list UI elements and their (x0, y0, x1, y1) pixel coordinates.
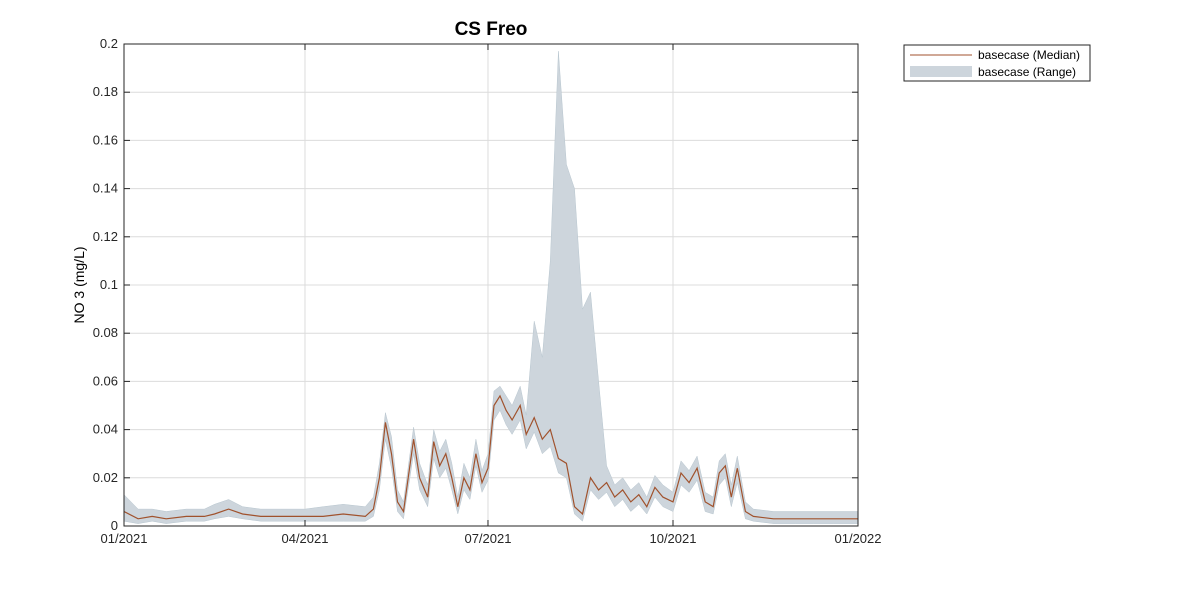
x-tick-label: 07/2021 (464, 531, 511, 546)
y-tick-label: 0.16 (93, 132, 118, 147)
y-tick-label: 0.02 (93, 470, 118, 485)
y-tick-label: 0.2 (100, 36, 118, 51)
x-tick-labels: 01/2021 04/2021 07/2021 10/2021 01/2022 (101, 531, 882, 546)
x-tick-label: 10/2021 (649, 531, 696, 546)
median-series-line (123, 394, 858, 520)
axis-ticks (123, 43, 859, 527)
y-tick-label: 0.04 (93, 422, 118, 437)
legend-range-swatch (910, 66, 972, 77)
y-tick-label: 0.06 (93, 373, 118, 388)
x-tick-label: 01/2021 (101, 531, 148, 546)
legend-range-label: basecase (Range) (978, 65, 1076, 79)
y-tick-label: 0.08 (93, 325, 118, 340)
legend-median-label: basecase (Median) (978, 48, 1080, 62)
median-line (123, 394, 858, 520)
y-tick-label: 0.14 (93, 181, 118, 196)
y-tick-label: 0 (111, 518, 118, 533)
y-axis-label: NO 3 (mg/L) (71, 246, 87, 323)
chart-title: CS Freo (455, 19, 528, 40)
x-tick-label: 01/2022 (835, 531, 882, 546)
legend: basecase (Median) basecase (Range) (903, 44, 1091, 82)
y-tick-label: 0.18 (93, 84, 118, 99)
y-tick-label: 0.1 (100, 277, 118, 292)
y-tick-label: 0.12 (93, 229, 118, 244)
x-tick-label: 04/2021 (281, 531, 328, 546)
y-tick-labels: 0 0.02 0.04 0.06 0.08 0.1 0.12 0.14 0.16 0.18 0.2 (93, 36, 118, 533)
